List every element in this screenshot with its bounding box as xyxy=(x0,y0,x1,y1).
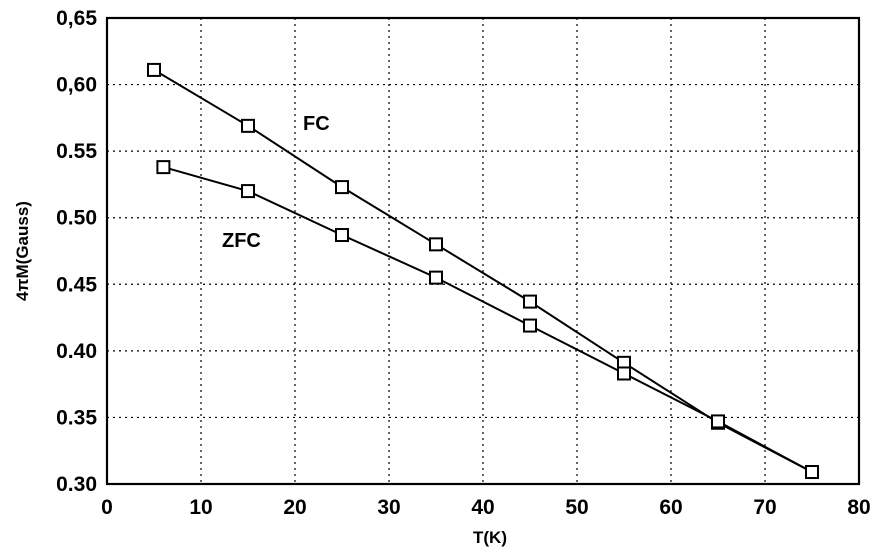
y-tick-label: 0.45 xyxy=(56,273,97,296)
x-tick-label: 40 xyxy=(471,496,494,519)
x-tick-label: 70 xyxy=(753,496,776,519)
data-point-fc xyxy=(241,118,255,133)
data-point-zfc xyxy=(335,228,349,243)
series-label-zfc: ZFC xyxy=(222,230,261,252)
y-axis-title: 4πM(Gauss) xyxy=(13,201,32,301)
x-tick-label: 0 xyxy=(101,496,113,519)
x-tick-label: 10 xyxy=(189,496,212,519)
y-tick-label: 0.35 xyxy=(56,406,97,429)
x-tick-label: 30 xyxy=(377,496,400,519)
data-point-zfc xyxy=(429,270,443,285)
y-tick-label: 0.40 xyxy=(56,340,97,363)
y-tick-label: 0,60 xyxy=(56,74,97,97)
y-tick-label: 0.30 xyxy=(56,473,97,496)
series-line-zfc xyxy=(163,166,813,473)
x-tick-label: 50 xyxy=(565,496,588,519)
series-group xyxy=(147,62,819,480)
series-label-fc: FC xyxy=(303,113,330,135)
grid xyxy=(107,18,859,484)
y-tick-labels: 0,65 0,60 0.55 0.50 0.45 0.40 0.35 0.30 xyxy=(56,7,97,496)
x-tick-label: 80 xyxy=(847,496,870,519)
x-tick-label: 20 xyxy=(283,496,306,519)
data-point-fc xyxy=(523,294,537,309)
data-point-fc xyxy=(147,62,161,77)
data-point-zfc xyxy=(241,184,255,199)
data-point-fc xyxy=(335,180,349,195)
data-point-zfc xyxy=(523,318,537,333)
plot-frame xyxy=(105,16,861,486)
data-point-zfc xyxy=(805,465,819,480)
y-tick-label: 0,65 xyxy=(56,7,97,30)
data-point-zfc xyxy=(711,414,725,429)
data-point-fc xyxy=(429,237,443,252)
data-point-zfc xyxy=(617,366,631,381)
x-tick-labels: 0 10 20 30 40 50 60 70 80 xyxy=(101,496,871,519)
y-tick-label: 0.55 xyxy=(56,140,97,163)
data-point-zfc xyxy=(156,160,171,175)
y-tick-label: 0.50 xyxy=(56,207,97,230)
x-tick-label: 60 xyxy=(659,496,682,519)
x-axis-title: T(K) xyxy=(473,528,507,547)
